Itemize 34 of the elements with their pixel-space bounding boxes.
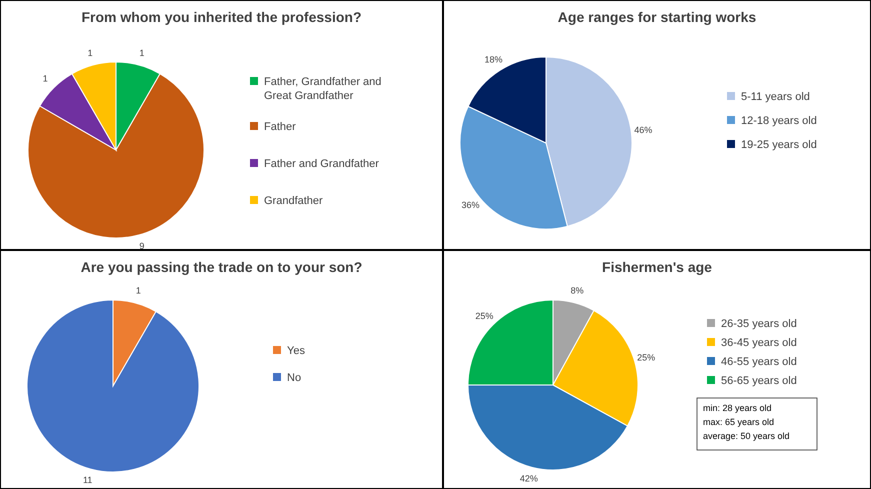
data-label: 46% — [634, 125, 652, 136]
data-label: 11 — [82, 475, 92, 486]
data-label: 1 — [88, 48, 93, 58]
data-label: 1 — [42, 74, 48, 84]
text: average: 50 years old — [703, 431, 790, 441]
legend-label: 5-11 years old — [741, 90, 810, 103]
legend-label: 26-35 years old — [721, 318, 797, 330]
data-label: 36% — [461, 200, 480, 210]
data-label: 25% — [637, 352, 656, 362]
data-label: 42% — [520, 473, 538, 484]
legend-label: Father — [264, 120, 296, 133]
data-label: 25% — [475, 310, 494, 321]
legend-label: 46-55 years old — [721, 356, 797, 368]
pie-slice — [26, 300, 200, 472]
data-label: 1 — [139, 48, 144, 58]
chart-title: Fishermen's age — [602, 259, 712, 275]
legend-label: 19-25 years old — [741, 138, 817, 151]
chart-title: From whom you inherited the profession? — [81, 9, 362, 25]
chart-title: Are you passing the trade on to your son? — [80, 259, 362, 275]
legend-label: Yes — [287, 344, 306, 357]
text: max: 65 years old — [703, 417, 774, 427]
legend-label: Father, Grandfather and Great Grandfather — [264, 76, 382, 102]
data-label: 18% — [484, 54, 502, 65]
data-label: 8% — [570, 285, 584, 296]
legend-label: Father and Grandfather — [264, 158, 380, 170]
legend-label: 36-45 years old — [721, 336, 797, 349]
legend-label: 12-18 years old — [741, 114, 817, 127]
legend-label: 56-65 years old — [721, 374, 797, 387]
chart-title: Age ranges for starting works — [558, 9, 756, 25]
data-label: 9 — [139, 240, 144, 251]
legend-label: No — [287, 372, 302, 384]
legend-label: Grandfather — [264, 194, 324, 207]
data-label: 1 — [136, 286, 141, 296]
text: min: 28 years old — [703, 403, 772, 413]
